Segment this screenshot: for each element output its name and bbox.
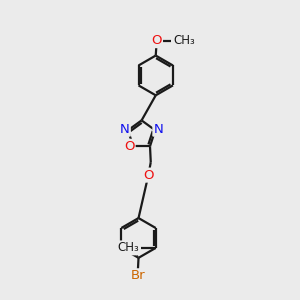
Text: CH₃: CH₃: [117, 242, 139, 254]
Text: O: O: [143, 169, 154, 182]
Text: CH₃: CH₃: [173, 34, 195, 47]
Text: O: O: [124, 140, 135, 153]
Text: N: N: [120, 123, 130, 136]
Text: N: N: [153, 123, 163, 136]
Text: Br: Br: [130, 269, 145, 282]
Text: O: O: [152, 34, 162, 47]
